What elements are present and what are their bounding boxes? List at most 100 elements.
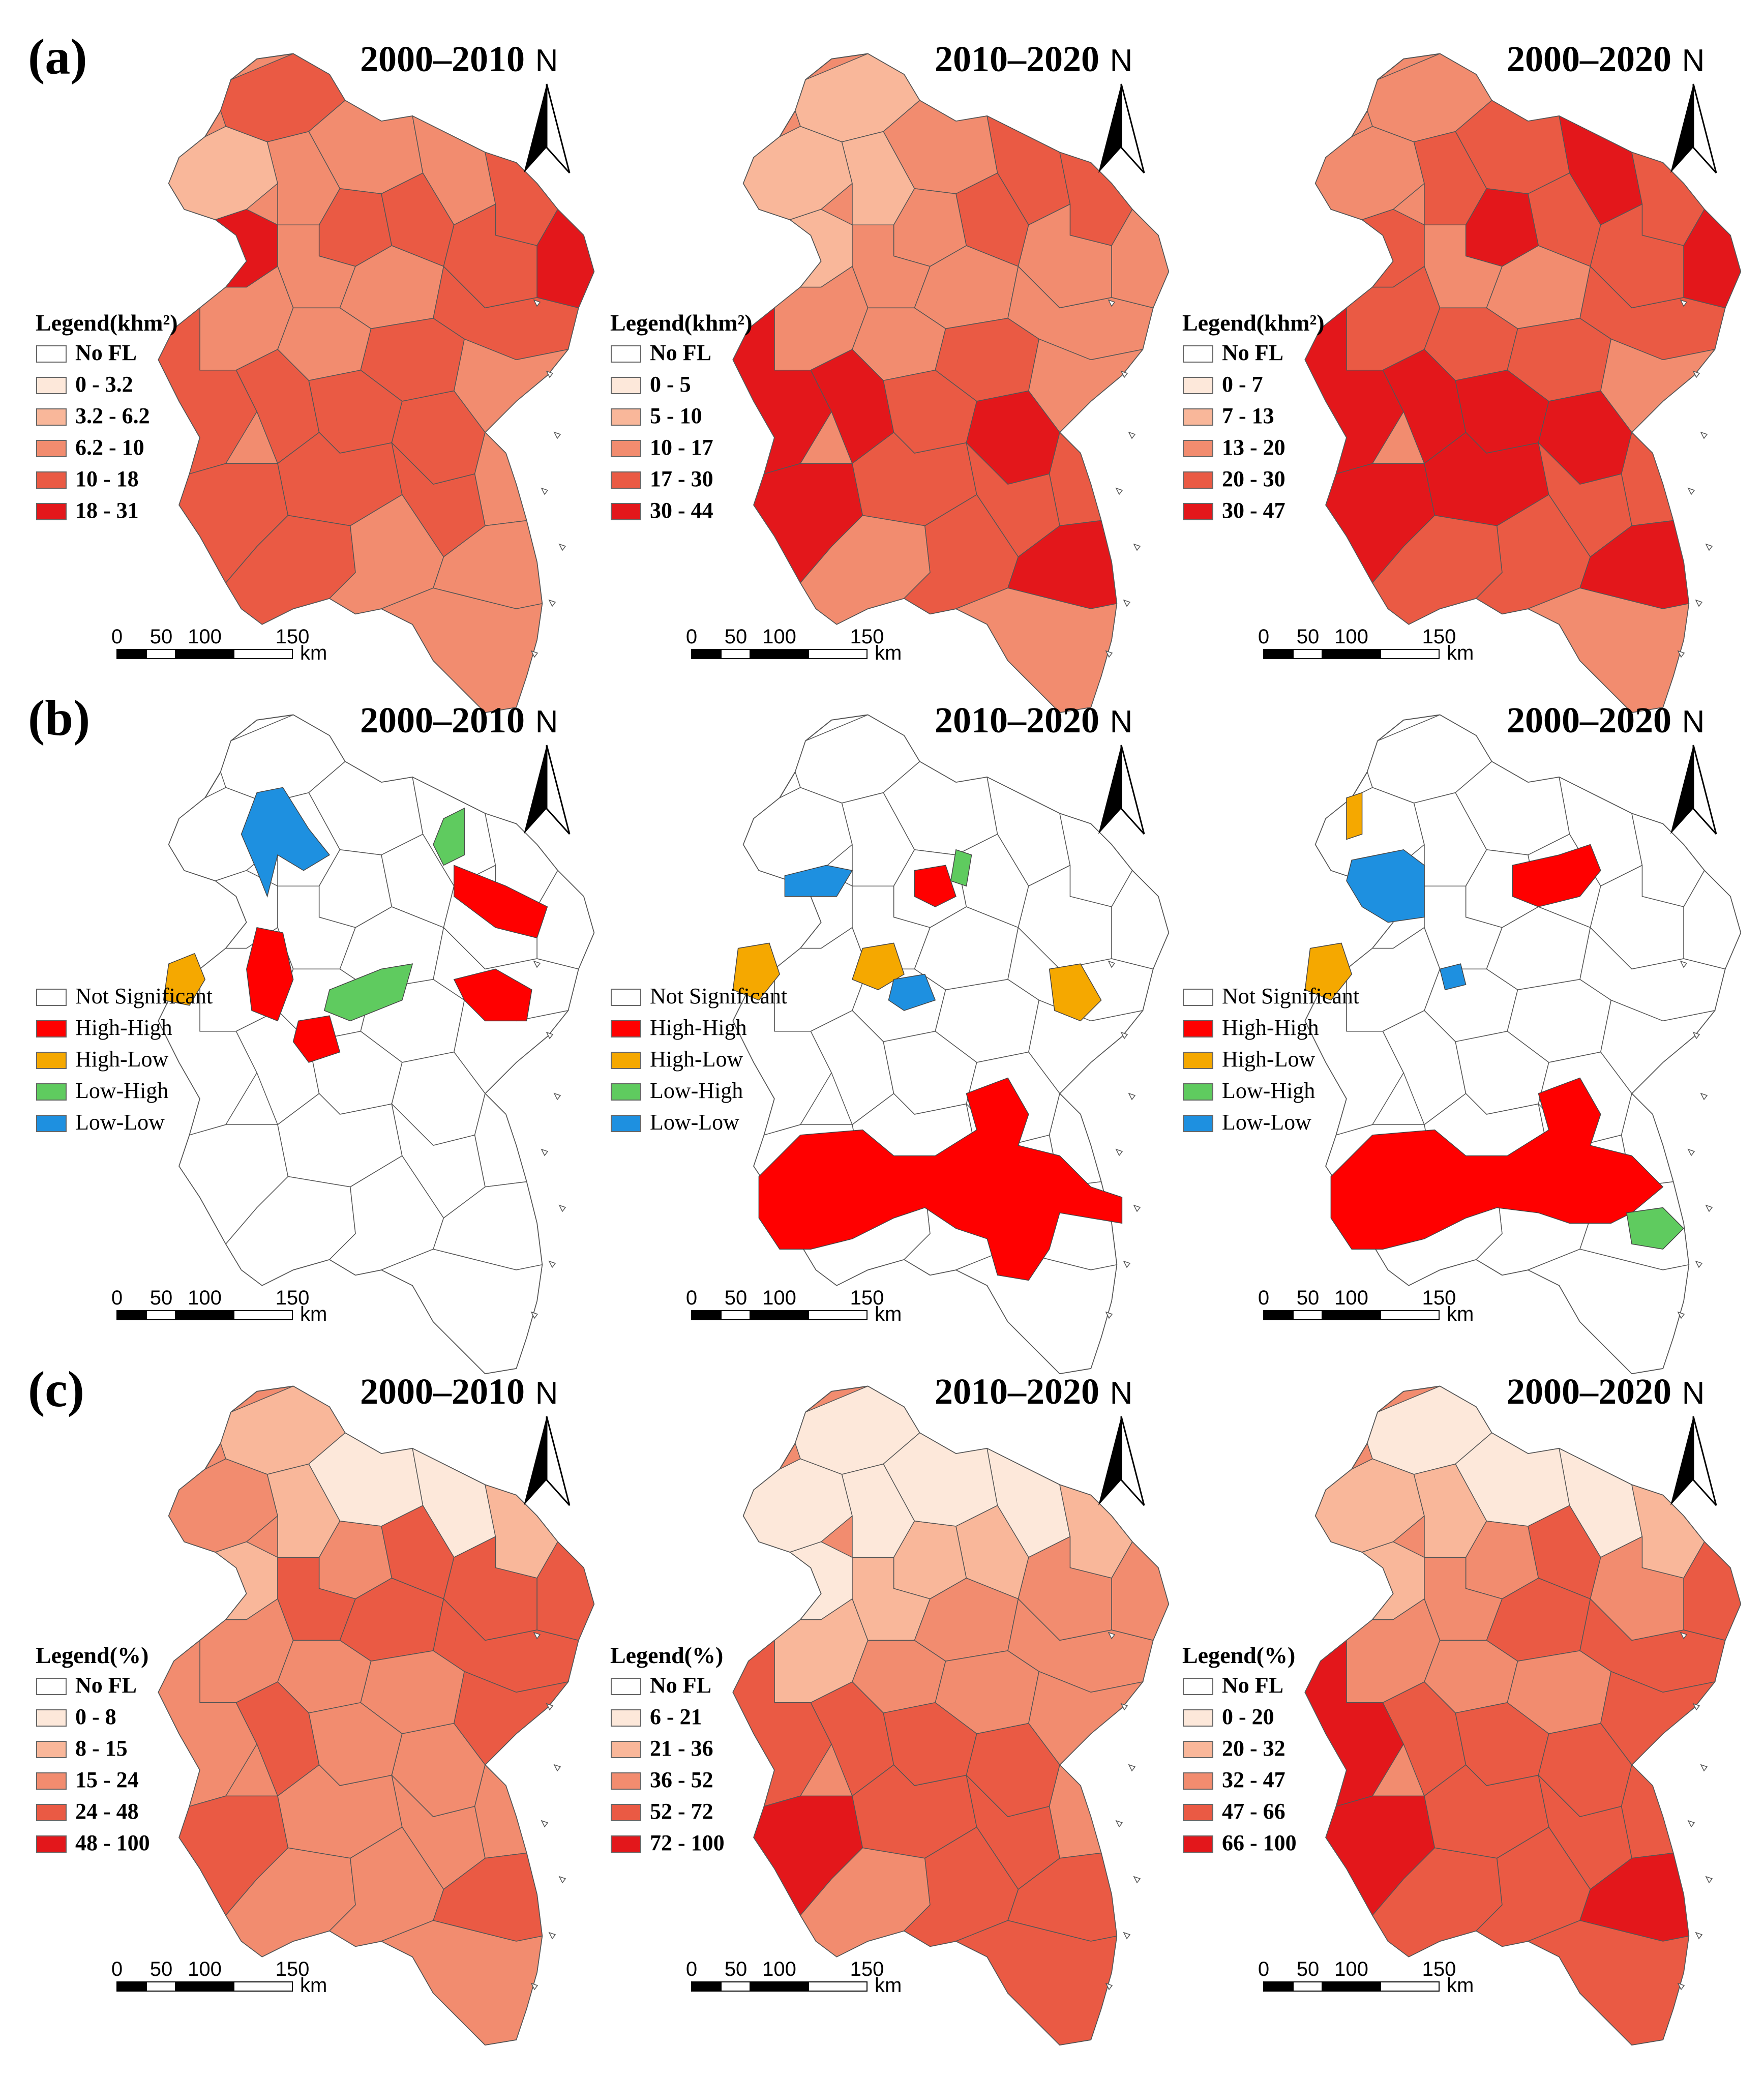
legend-swatch <box>36 1741 67 1758</box>
cluster-area <box>1330 1077 1664 1250</box>
legend-swatch <box>611 471 641 489</box>
legend-label: Low-High <box>75 1078 168 1103</box>
legend-label: 32 - 47 <box>1222 1767 1285 1792</box>
legend-label: 20 - 32 <box>1222 1736 1285 1761</box>
island <box>1128 1764 1136 1772</box>
cluster-area <box>950 849 972 887</box>
island <box>1105 1311 1113 1319</box>
island <box>546 1031 554 1040</box>
island <box>530 1982 539 1991</box>
north-arrow-icon <box>524 745 547 834</box>
legend-swatch <box>1183 1741 1213 1758</box>
cluster-area <box>758 1077 1123 1281</box>
island <box>1700 1764 1708 1772</box>
legend-label: High-High <box>650 1015 747 1040</box>
legend-label: 18 - 31 <box>75 498 139 523</box>
legend-swatch <box>611 1835 641 1853</box>
scale-tick-label: 100 <box>1334 1958 1368 1980</box>
island <box>1115 487 1123 495</box>
legend-swatch <box>36 408 67 426</box>
scale-tick-label: 100 <box>1334 626 1368 648</box>
cluster-area <box>1346 792 1363 840</box>
legend-swatch <box>611 345 641 363</box>
district-area <box>955 1249 1118 1374</box>
cluster-area <box>241 787 331 898</box>
scale-bar-segment <box>1263 1310 1294 1320</box>
legend-swatch <box>36 1052 67 1069</box>
island <box>1133 543 1141 551</box>
legend-title: Legend(%) <box>1182 1642 1295 1668</box>
legend-label: 6.2 - 10 <box>75 435 144 460</box>
scale-tick-label: 100 <box>188 1958 222 1980</box>
legend-swatch <box>36 471 67 489</box>
north-arrow-icon <box>546 1416 571 1506</box>
island <box>1115 1820 1123 1828</box>
island <box>1687 487 1695 495</box>
district-area <box>380 1249 543 1374</box>
legend-swatch <box>1183 1772 1213 1790</box>
north-label: N <box>535 43 558 78</box>
north-arrow-icon <box>1098 1416 1121 1505</box>
north-arrow-icon <box>1692 745 1717 835</box>
legend-swatch <box>1183 1835 1213 1853</box>
island <box>546 370 554 378</box>
scale-bar-segment <box>116 649 147 659</box>
cluster-area <box>888 973 936 1011</box>
scale-unit: km <box>1447 1974 1474 1997</box>
island <box>1692 1031 1700 1040</box>
scale-tick-label: 0 <box>1258 626 1269 648</box>
scale-tick-label: 50 <box>725 1287 748 1309</box>
legend-swatch <box>611 1115 641 1132</box>
legend-swatch <box>611 989 641 1006</box>
legend-label: 52 - 72 <box>650 1799 713 1824</box>
island <box>1705 543 1713 551</box>
scale-bar-segment <box>1380 1310 1440 1320</box>
district-area <box>1527 1920 1690 2045</box>
north-arrow-icon <box>546 83 571 174</box>
scale-tick-label: 50 <box>1297 626 1320 648</box>
scale-bar-segment <box>750 1310 809 1320</box>
scale-bar-segment <box>750 649 809 659</box>
map-panel: 2000–2020 N Legend(khm²) No FL 0 - 7 7 - 13 13… <box>1182 39 1742 714</box>
legend-label: 10 - 18 <box>75 466 139 491</box>
north-label: N <box>1110 43 1133 78</box>
island <box>553 1092 561 1101</box>
scale-bar-segment <box>116 1310 147 1320</box>
scale-tick-label: 150 <box>1422 626 1456 648</box>
island <box>533 1632 541 1640</box>
island <box>1695 1260 1703 1268</box>
cluster-area <box>454 865 548 939</box>
scale-unit: km <box>300 642 327 664</box>
legend-label: 0 - 7 <box>1222 372 1263 397</box>
scale-unit: km <box>875 1974 902 1997</box>
island <box>541 487 549 495</box>
island <box>553 1764 561 1772</box>
legend-label: 20 - 30 <box>1222 466 1285 491</box>
cluster-area <box>246 927 294 1022</box>
island <box>1680 299 1688 307</box>
scale-tick-label: 150 <box>276 1287 310 1309</box>
legend-label: No FL <box>650 340 711 365</box>
legend-swatch <box>1183 345 1213 363</box>
scale-bar-segment <box>691 649 722 659</box>
legend-label: 36 - 52 <box>650 1767 713 1792</box>
island <box>1677 650 1685 658</box>
scale-tick-label: 50 <box>150 626 173 648</box>
north-label: N <box>1682 1376 1705 1411</box>
island <box>548 599 556 607</box>
island <box>1123 599 1131 607</box>
scale-unit: km <box>875 1303 902 1325</box>
scale-bar-segment <box>750 1981 809 1992</box>
scale-bar-segment <box>233 1310 293 1320</box>
legend-swatch <box>1183 1804 1213 1821</box>
panel-title: 2000–2020 <box>1507 1371 1671 1412</box>
legend-swatch <box>1183 471 1213 489</box>
legend-label: Low-High <box>1222 1078 1315 1103</box>
legend-label: 72 - 100 <box>650 1830 725 1855</box>
island <box>1705 1876 1713 1884</box>
district-area <box>955 1920 1118 2045</box>
cluster-area <box>433 807 465 866</box>
island <box>1133 1204 1141 1212</box>
island <box>1687 1820 1695 1828</box>
panel-title: 2000–2020 <box>1507 700 1671 740</box>
